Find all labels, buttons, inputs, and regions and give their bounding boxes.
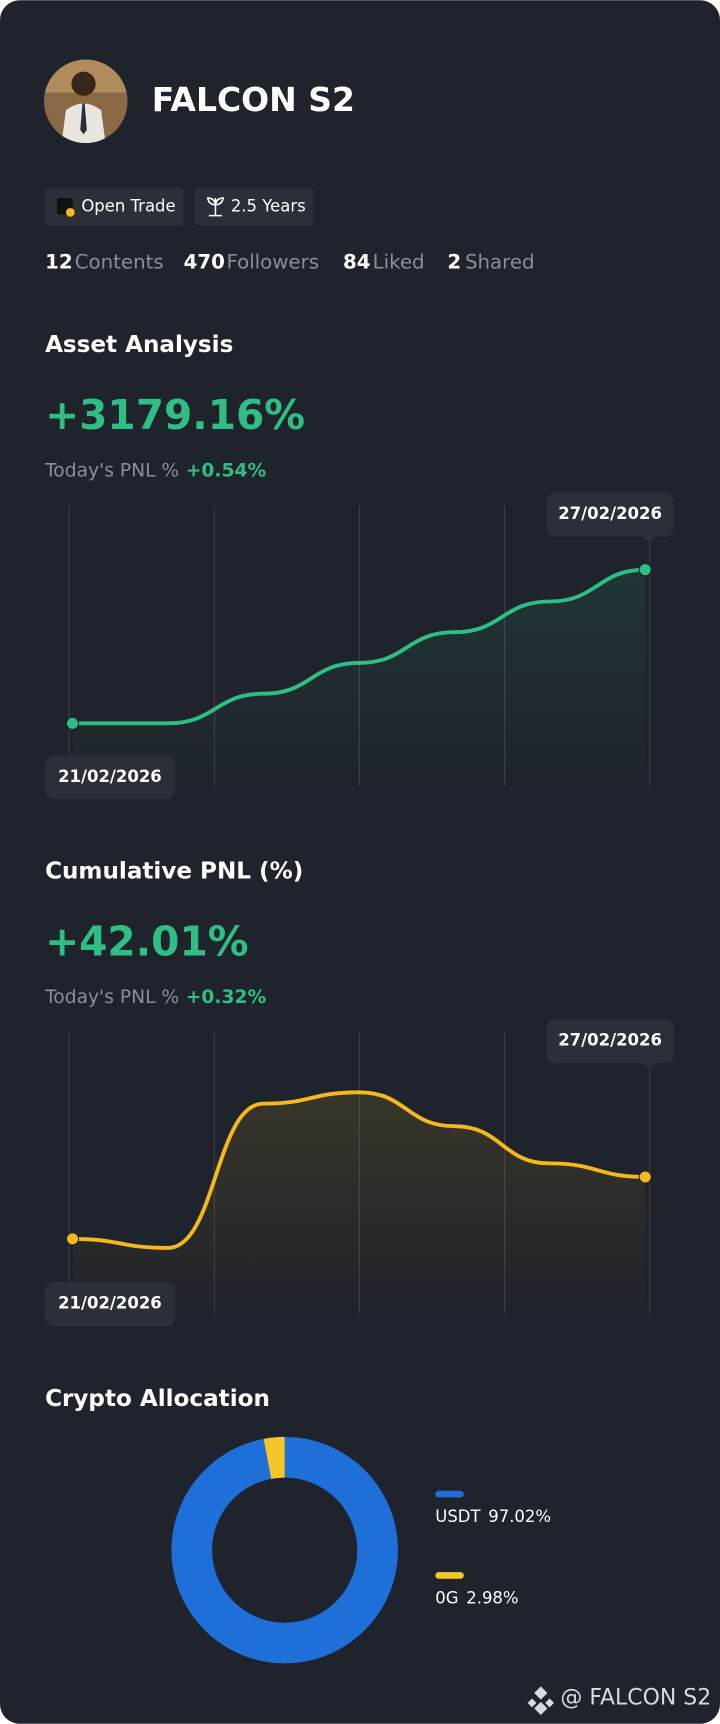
profile-name: FALCON S2: [152, 80, 355, 119]
today-value: +0.32%: [186, 987, 267, 1008]
today-label: Today's PNL %: [44, 987, 179, 1008]
headline: +3179.16%: [45, 391, 305, 439]
tooltip-pointer: [643, 536, 657, 544]
headline: +42.01%: [45, 917, 248, 965]
charts: Asset Analysis +3179.16% Today's PNL % +0.5…: [44, 332, 674, 1664]
date-tooltip: [45, 755, 175, 800]
stat-label: Liked: [373, 250, 425, 273]
date-label: 21/02/2026: [58, 1293, 162, 1312]
end-point: [638, 1170, 652, 1184]
donut-segment: [171, 1436, 398, 1664]
date-tooltip: [45, 1281, 175, 1326]
badge-icon: [65, 207, 75, 217]
badge-label: Open Trade: [81, 196, 175, 215]
legend-entry: USDT 97.02%: [435, 1507, 551, 1526]
section-title: Cumulative PNL (%): [45, 858, 303, 884]
tooltip-pointer: [643, 1063, 657, 1070]
line: [72, 1090, 646, 1250]
date-tooltip: [546, 1019, 674, 1064]
legend-value: 2.98%: [466, 1588, 518, 1607]
watermark-icon: [527, 1686, 555, 1716]
section-title: Asset Analysis: [45, 332, 233, 358]
date-label: 27/02/2026: [558, 504, 662, 523]
legend-label: USDT: [435, 1507, 481, 1526]
legend-entry: 0G 2.98%: [435, 1588, 518, 1607]
end-point: [65, 716, 80, 730]
stat-label: Shared: [465, 250, 535, 273]
legend-label: 0G: [435, 1588, 458, 1607]
stat-label: Contents: [75, 250, 164, 273]
date-label: 27/02/2026: [558, 1031, 662, 1050]
stat-value: 84: [343, 250, 371, 273]
badge-icon: [206, 197, 225, 217]
badge-label: 2.5 Years: [231, 196, 306, 215]
watermark: @ FALCON S2: [560, 1686, 711, 1711]
badge: [194, 188, 314, 226]
badge: [45, 188, 184, 226]
avatar: [43, 59, 128, 144]
section-title: Crypto Allocation: [45, 1386, 270, 1412]
line: [72, 567, 646, 726]
legend-swatch: [435, 1572, 464, 1579]
today-pnl: Today's PNL % +0.32%: [44, 987, 266, 1008]
date-tooltip: [546, 492, 674, 537]
stats: 12 Contents 470 Followers 84 Liked 2 Shared: [45, 250, 535, 273]
end-point: [638, 563, 652, 577]
area: [72, 569, 646, 787]
today-label: Today's PNL %: [44, 460, 179, 481]
today-pnl: Today's PNL % +0.54%: [44, 460, 266, 481]
date-label: 21/02/2026: [58, 767, 162, 786]
today-value: +0.54%: [186, 460, 267, 481]
stat-label: Followers: [226, 250, 319, 273]
stat-value: 12: [45, 250, 73, 273]
stat-value: 2: [447, 250, 461, 273]
donut-segment: [263, 1436, 286, 1479]
stat-value: 470: [184, 250, 225, 273]
legend-swatch: [435, 1490, 464, 1498]
end-point: [65, 1232, 80, 1246]
area: [72, 1092, 646, 1313]
legend-value: 97.02%: [488, 1507, 551, 1526]
